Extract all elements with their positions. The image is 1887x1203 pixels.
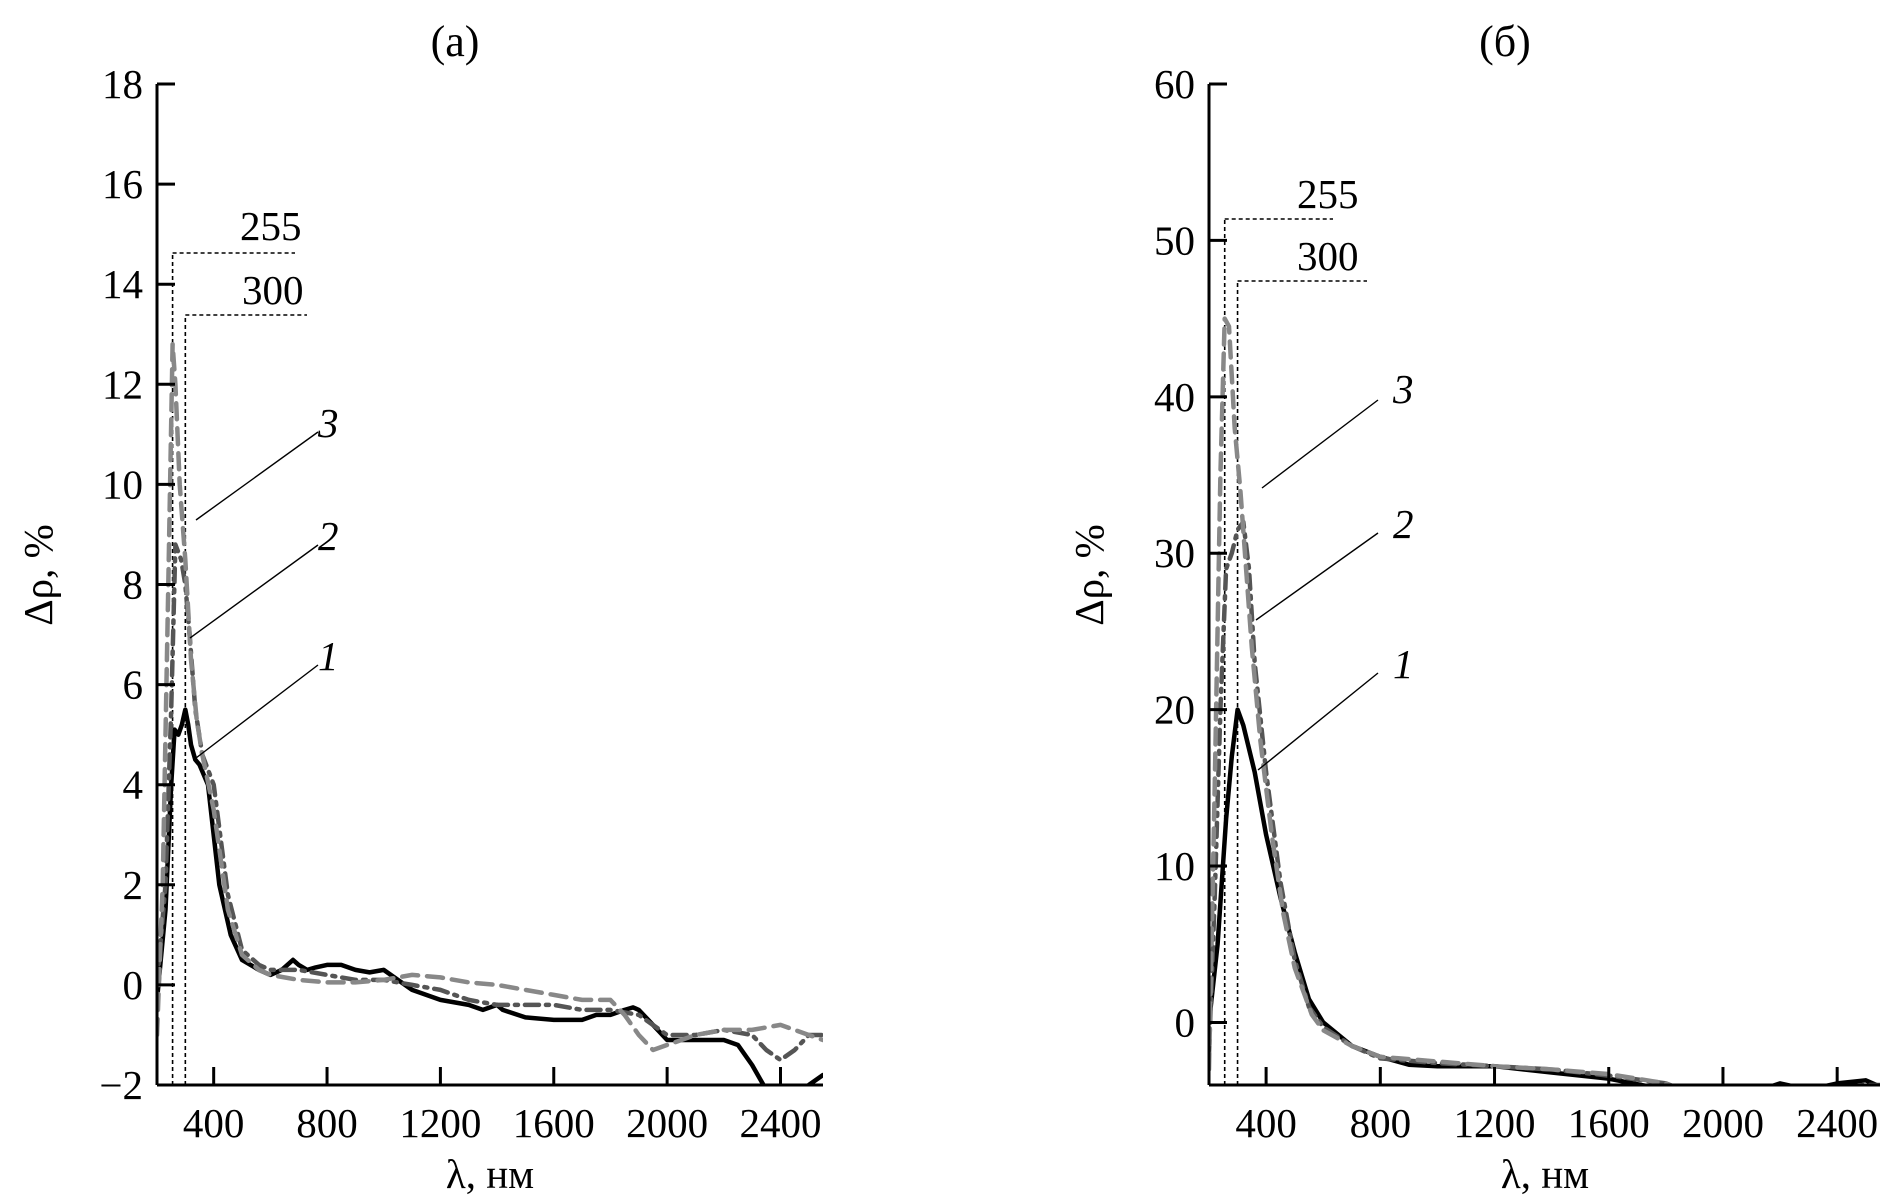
y-tick-label: 12 <box>102 361 143 407</box>
y-tick-label: 6 <box>123 662 144 708</box>
y-tick-label: −2 <box>99 1062 143 1108</box>
series-group <box>1209 316 1880 1085</box>
y-tick-label: 20 <box>1154 687 1195 733</box>
x-tick-label: 800 <box>1350 1100 1412 1146</box>
x-tick-label: 800 <box>296 1100 358 1146</box>
x-tick-label: 2000 <box>626 1100 708 1146</box>
y-tick-label: 10 <box>1154 843 1195 889</box>
annotation-label-255: 255 <box>240 203 302 249</box>
x-tick-label: 400 <box>1235 1100 1297 1146</box>
x-axis-title: λ, нм <box>1501 1151 1589 1197</box>
curve-leader-1 <box>195 664 319 759</box>
y-tick-label: 18 <box>102 61 143 107</box>
y-tick-label: 8 <box>123 562 144 608</box>
x-tick-label: 2400 <box>1796 1100 1878 1146</box>
series-line-3 <box>1209 316 1675 1085</box>
y-tick-label: 30 <box>1154 530 1195 576</box>
y-tick-label: 0 <box>1175 999 1196 1045</box>
annotation-label-300: 300 <box>1297 233 1359 279</box>
x-tick-label: 1600 <box>1568 1100 1650 1146</box>
x-tick-label: 1200 <box>1454 1100 1536 1146</box>
curve-label-1: 1 <box>318 633 339 679</box>
y-tick-label: 14 <box>102 261 143 307</box>
curve-leader-3 <box>1261 399 1379 489</box>
x-tick-label: 400 <box>183 1100 245 1146</box>
x-tick-label: 1200 <box>399 1100 481 1146</box>
annotation-label-300: 300 <box>242 267 304 313</box>
y-axis-title: Δρ, % <box>1066 524 1112 625</box>
y-tick-label: 0 <box>123 962 144 1008</box>
series-line-1 <box>1209 707 1880 1085</box>
curve-leader-2 <box>1255 532 1379 621</box>
x-axis-title: λ, нм <box>446 1151 534 1197</box>
series-line-2 <box>1209 519 1880 1085</box>
series-line-1 <box>157 707 823 1085</box>
curve-label-1: 1 <box>1393 641 1414 687</box>
series-group <box>157 342 823 1085</box>
panel-title: (a) <box>431 17 480 66</box>
x-tick-label: 1600 <box>513 1100 595 1146</box>
y-tick-label: 40 <box>1154 374 1195 420</box>
y-tick-label: 4 <box>123 762 144 808</box>
curve-label-2: 2 <box>318 513 339 559</box>
y-tick-label: 10 <box>102 461 143 507</box>
y-tick-label: 50 <box>1154 217 1195 263</box>
curve-label-2: 2 <box>1393 501 1414 547</box>
curve-leader-3 <box>195 431 319 521</box>
curve-label-3: 3 <box>317 400 339 446</box>
curve-label-3: 3 <box>1392 366 1414 412</box>
x-tick-label: 2000 <box>1682 1100 1764 1146</box>
y-tick-label: 16 <box>102 161 143 207</box>
panel-title: (б) <box>1479 17 1531 66</box>
y-axis-title: Δρ, % <box>15 524 61 625</box>
curve-leader-1 <box>1257 672 1379 771</box>
x-tick-label: 2400 <box>739 1100 821 1146</box>
annotation-label-255: 255 <box>1297 171 1359 217</box>
curve-leader-2 <box>189 544 319 639</box>
y-tick-label: 2 <box>123 862 144 908</box>
series-line-3 <box>157 342 823 1053</box>
y-tick-label: 60 <box>1154 61 1195 107</box>
